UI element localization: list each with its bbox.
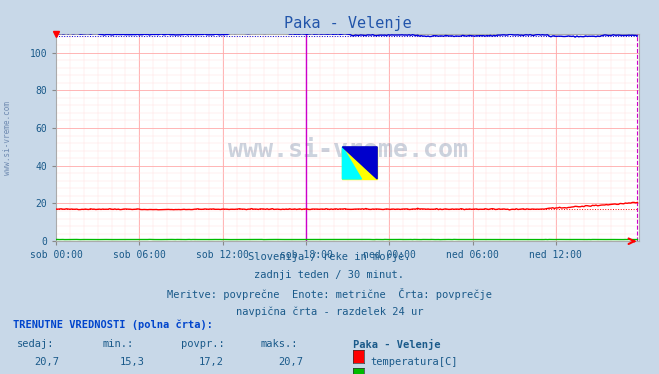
Title: Paka - Velenje: Paka - Velenje: [284, 16, 411, 31]
Text: sedaj:: sedaj:: [16, 339, 54, 349]
Text: TRENUTNE VREDNOSTI (polna črta):: TRENUTNE VREDNOSTI (polna črta):: [13, 320, 213, 330]
Text: Meritve: povprečne  Enote: metrične  Črta: povprečje: Meritve: povprečne Enote: metrične Črta:…: [167, 288, 492, 300]
Text: 20,7: 20,7: [34, 357, 59, 367]
Text: povpr.:: povpr.:: [181, 339, 225, 349]
Text: Slovenija / reke in morje.: Slovenija / reke in morje.: [248, 252, 411, 263]
Text: 20,7: 20,7: [278, 357, 303, 367]
Text: maks.:: maks.:: [260, 339, 298, 349]
Text: www.si-vreme.com: www.si-vreme.com: [3, 101, 13, 175]
Bar: [343, 147, 377, 179]
Polygon shape: [343, 147, 362, 179]
Text: 17,2: 17,2: [199, 357, 224, 367]
Polygon shape: [343, 147, 377, 179]
Text: temperatura[C]: temperatura[C]: [370, 357, 458, 367]
Text: min.:: min.:: [102, 339, 133, 349]
Text: 15,3: 15,3: [120, 357, 145, 367]
Text: Paka - Velenje: Paka - Velenje: [353, 339, 440, 350]
Text: zadnji teden / 30 minut.: zadnji teden / 30 minut.: [254, 270, 405, 280]
Text: www.si-vreme.com: www.si-vreme.com: [227, 138, 468, 162]
Text: navpična črta - razdelek 24 ur: navpična črta - razdelek 24 ur: [236, 306, 423, 317]
